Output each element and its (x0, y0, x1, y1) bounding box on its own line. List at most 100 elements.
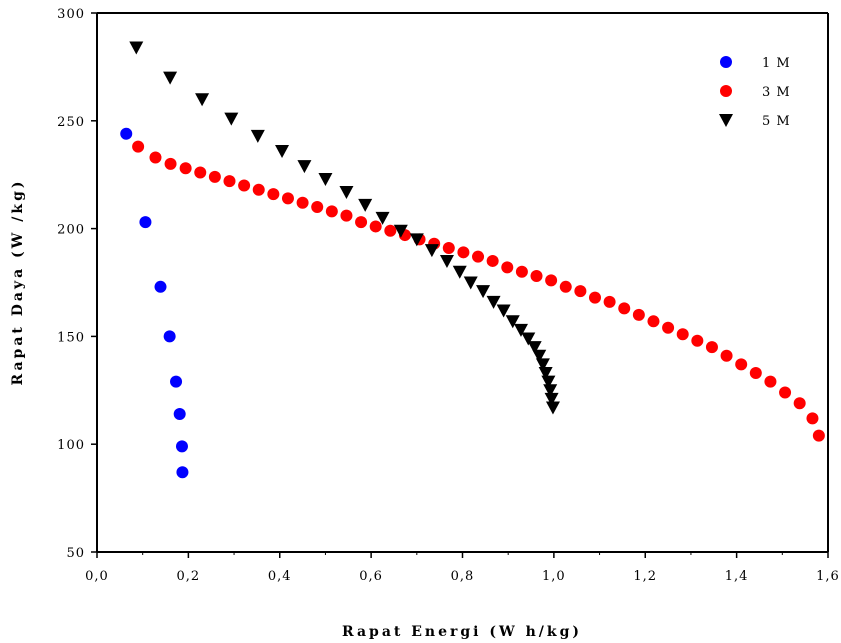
data-point (505, 315, 520, 329)
data-point (603, 295, 616, 308)
data-point (393, 224, 408, 238)
x-tick-label: 1,6 (816, 569, 840, 584)
data-point (806, 412, 819, 425)
data-point (532, 349, 547, 363)
data-point (409, 233, 424, 247)
data-point (442, 242, 455, 255)
data-point (527, 341, 542, 355)
data-point (463, 276, 478, 290)
data-point (521, 332, 536, 346)
x-tick-label: 0,2 (177, 569, 201, 584)
data-point (538, 367, 553, 381)
data-point (223, 175, 236, 188)
x-tick-label: 1,0 (542, 569, 566, 584)
data-point (194, 166, 207, 179)
data-point (472, 250, 485, 263)
x-tick-label: 0,6 (359, 569, 383, 584)
x-tick-label: 1,4 (725, 569, 749, 584)
y-tick-label: 150 (57, 330, 85, 345)
data-point (311, 201, 324, 214)
data-point (275, 144, 290, 158)
legend-label: 1 M (762, 56, 791, 71)
legend-marker (719, 114, 733, 127)
data-point (139, 216, 152, 229)
data-point (662, 321, 675, 334)
data-point (173, 408, 186, 421)
data-point (340, 209, 353, 222)
data-point (208, 170, 221, 183)
data-point (535, 358, 550, 372)
x-tick-label: 0,8 (451, 569, 475, 584)
y-tick-label: 50 (66, 546, 85, 561)
y-tick-label: 300 (57, 7, 85, 22)
data-point (496, 304, 511, 318)
x-tick-label: 1,2 (633, 569, 657, 584)
data-point (544, 392, 559, 406)
legend-label: 5 M (762, 114, 791, 129)
y-tick-label: 200 (57, 223, 85, 238)
data-point (735, 358, 748, 371)
data-point (541, 375, 556, 389)
data-point (588, 291, 601, 304)
y-axis-title: Rapat Daya (W /kg) (10, 179, 26, 386)
x-tick-label: 0,4 (268, 569, 292, 584)
data-point (632, 308, 645, 321)
data-point (452, 265, 467, 279)
data-point (530, 270, 543, 283)
data-point (457, 246, 470, 259)
data-point (545, 274, 558, 287)
data-point (163, 71, 178, 85)
data-point (170, 375, 183, 388)
data-point (339, 185, 354, 199)
data-point (164, 157, 177, 170)
data-point (720, 349, 733, 362)
data-point (439, 254, 454, 268)
data-point (120, 127, 133, 140)
data-point (691, 334, 704, 347)
series-2 (132, 140, 825, 442)
data-point (486, 254, 499, 267)
x-ticks: 0,0 0,2 0,4 0,6 0,8 1,0 1,2 1,4 1,6 (85, 552, 840, 584)
data-point (749, 367, 762, 380)
data-point (676, 328, 689, 341)
data-point (195, 93, 210, 107)
data-point (545, 401, 560, 415)
data-point (812, 429, 825, 442)
data-point (375, 211, 390, 225)
data-point (559, 280, 572, 293)
x-axis-title: Rapat Energi (W h/kg) (342, 624, 582, 640)
data-point (224, 112, 239, 126)
y-tick-label: 100 (57, 438, 85, 453)
data-point (779, 386, 792, 399)
data-point (793, 397, 806, 410)
x-tick-label: 0,0 (85, 569, 109, 584)
data-point (543, 384, 558, 398)
data-point (369, 220, 382, 233)
data-point (179, 162, 192, 175)
data-point (149, 151, 162, 164)
data-point (318, 173, 333, 187)
series-1 (120, 127, 189, 479)
data-point (764, 375, 777, 388)
y-tick-label: 250 (57, 115, 85, 130)
data-point (163, 330, 176, 343)
data-point (515, 265, 528, 278)
data-point (267, 188, 280, 201)
series-layer (120, 41, 825, 479)
data-point (129, 41, 144, 55)
data-point (501, 261, 514, 274)
data-point (132, 140, 145, 153)
data-point (252, 183, 265, 196)
data-point (355, 216, 368, 229)
data-point (176, 466, 189, 479)
data-point (325, 205, 338, 218)
data-point (358, 198, 373, 212)
legend-marker (720, 85, 732, 97)
y-ticks: 50 100 150 200 250 300 (57, 7, 97, 561)
series-3 (129, 41, 560, 415)
data-point (424, 244, 439, 258)
data-point (574, 285, 587, 298)
data-point (154, 280, 167, 293)
data-point (238, 179, 251, 192)
